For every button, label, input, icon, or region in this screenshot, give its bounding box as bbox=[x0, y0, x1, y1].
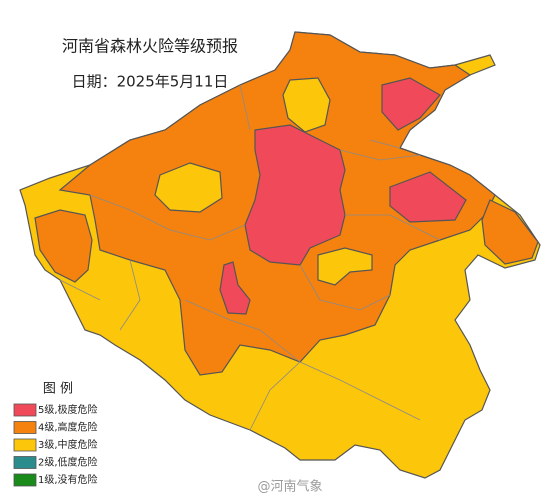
legend-label: 5级,极度危险 bbox=[38, 403, 98, 416]
map-date: 日期：2025年5月11日 bbox=[72, 73, 229, 91]
level-3-area bbox=[282, 77, 331, 133]
legend-label: 4级,高度危险 bbox=[38, 421, 98, 434]
legend-swatch bbox=[13, 421, 37, 434]
legend-label: 1级,没有危险 bbox=[38, 473, 98, 486]
level-5-area bbox=[389, 171, 467, 223]
legend-swatch bbox=[13, 403, 37, 417]
level-3-area bbox=[317, 247, 373, 286]
map-title: 河南省森林火险等级预报 bbox=[62, 37, 238, 56]
legend-swatch bbox=[13, 438, 37, 452]
map bbox=[19, 31, 541, 479]
watermark: @河南气象 bbox=[257, 479, 322, 495]
level-4-area bbox=[481, 199, 539, 265]
legend-swatch bbox=[13, 473, 37, 487]
legend: 5级,极度危险 4级,高度危险 3级,中度危险 2级,低度危险 1级,没有危险 bbox=[13, 403, 98, 487]
legend-title: 图 例 bbox=[43, 382, 73, 397]
level-4-area bbox=[34, 209, 93, 283]
legend-label: 2级,低度危险 bbox=[38, 456, 98, 469]
legend-label: 3级,中度危险 bbox=[38, 438, 98, 451]
level-3-area bbox=[154, 162, 223, 213]
legend-swatch bbox=[13, 456, 37, 469]
level-5-area bbox=[244, 124, 346, 266]
level-5-area bbox=[381, 77, 441, 131]
city-border bbox=[59, 84, 441, 431]
level-5-area bbox=[219, 261, 251, 315]
